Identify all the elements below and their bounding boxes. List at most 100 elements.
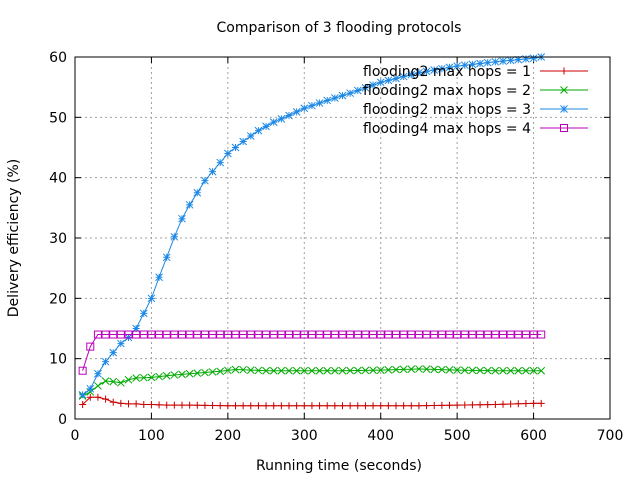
plot-frame <box>74 56 611 420</box>
data-point <box>384 330 393 339</box>
data-point <box>331 402 339 410</box>
data-point <box>499 330 507 339</box>
x-axis-label: Running time (seconds) <box>256 458 422 474</box>
data-point <box>315 99 324 107</box>
data-point <box>193 369 202 378</box>
data-point <box>292 108 301 116</box>
data-point <box>293 402 301 410</box>
data-point <box>132 400 140 408</box>
data-point <box>193 188 202 197</box>
data-point <box>491 330 500 339</box>
data-point <box>514 400 522 408</box>
data-point <box>499 400 507 408</box>
data-point <box>460 366 469 375</box>
data-point <box>101 377 110 385</box>
data-point <box>246 132 255 140</box>
y-tick-label: 60 <box>49 50 67 66</box>
y-tick-label: 20 <box>49 291 67 307</box>
data-point <box>491 57 500 66</box>
data-point <box>514 330 523 339</box>
data-point <box>78 366 87 375</box>
data-point <box>239 402 247 410</box>
data-point <box>339 402 346 410</box>
data-point <box>254 126 263 135</box>
data-point <box>86 393 94 401</box>
data-point <box>331 94 339 102</box>
data-point <box>461 401 469 409</box>
data-point <box>506 330 515 339</box>
data-point <box>361 330 370 339</box>
data-point <box>232 402 239 410</box>
data-point <box>201 176 209 185</box>
data-point <box>537 366 546 375</box>
y-tick-label: 40 <box>49 171 67 187</box>
data-point <box>522 366 530 375</box>
data-point <box>170 401 178 409</box>
data-point <box>338 366 347 375</box>
legend: flooding2 max hops = 1 flooding2 max hops… <box>363 64 588 137</box>
data-point <box>117 399 125 407</box>
chart-title: Comparison of 3 flooding protocols <box>217 20 462 36</box>
data-point <box>514 55 523 64</box>
data-point <box>399 365 408 374</box>
data-point <box>453 330 462 339</box>
data-point <box>140 401 148 409</box>
data-point <box>216 330 225 339</box>
data-point <box>277 114 286 123</box>
data-point <box>300 330 309 339</box>
data-point <box>422 67 431 76</box>
data-point <box>453 366 461 374</box>
data-point <box>94 369 102 378</box>
data-point <box>499 366 507 375</box>
data-point <box>170 371 179 379</box>
legend-marker <box>560 124 568 132</box>
x-tick-label: 400 <box>367 428 394 444</box>
data-point <box>437 330 446 339</box>
legend-label: flooding4 max hops = 4 <box>363 121 531 137</box>
data-point <box>201 368 209 377</box>
data-point <box>186 401 194 409</box>
data-point <box>400 402 408 410</box>
data-point <box>529 54 538 63</box>
data-point <box>292 366 301 375</box>
data-point <box>201 401 209 409</box>
data-point <box>537 330 546 339</box>
data-point <box>101 330 110 339</box>
data-point <box>384 366 393 374</box>
data-point <box>323 96 332 105</box>
series-1 <box>79 393 545 410</box>
data-point <box>185 200 194 209</box>
data-point <box>399 330 408 339</box>
data-point <box>178 330 186 339</box>
data-point <box>422 365 431 374</box>
data-point <box>522 400 530 408</box>
data-point <box>254 366 263 375</box>
data-point <box>162 371 171 380</box>
data-point <box>506 366 515 375</box>
data-point <box>522 55 530 63</box>
data-point <box>369 81 377 89</box>
legend-marker <box>560 86 568 94</box>
data-point <box>468 401 476 409</box>
data-point <box>208 368 217 376</box>
data-point <box>139 373 148 382</box>
data-point <box>353 330 362 339</box>
data-point <box>506 56 515 65</box>
x-tick-label: 200 <box>214 428 241 444</box>
legend-item: flooding2 max hops = 3 <box>363 102 588 118</box>
data-point <box>407 70 416 79</box>
data-point <box>147 330 156 339</box>
data-point <box>307 330 316 339</box>
data-point <box>155 372 163 381</box>
data-point <box>407 402 415 410</box>
data-point <box>79 401 87 409</box>
data-point <box>292 330 301 339</box>
data-point <box>315 366 324 375</box>
data-point <box>453 401 461 409</box>
data-point <box>109 398 117 406</box>
data-point <box>86 384 95 393</box>
data-point <box>163 401 171 409</box>
x-tick-label: 100 <box>138 428 165 444</box>
data-point <box>376 78 385 87</box>
data-point <box>476 401 484 409</box>
